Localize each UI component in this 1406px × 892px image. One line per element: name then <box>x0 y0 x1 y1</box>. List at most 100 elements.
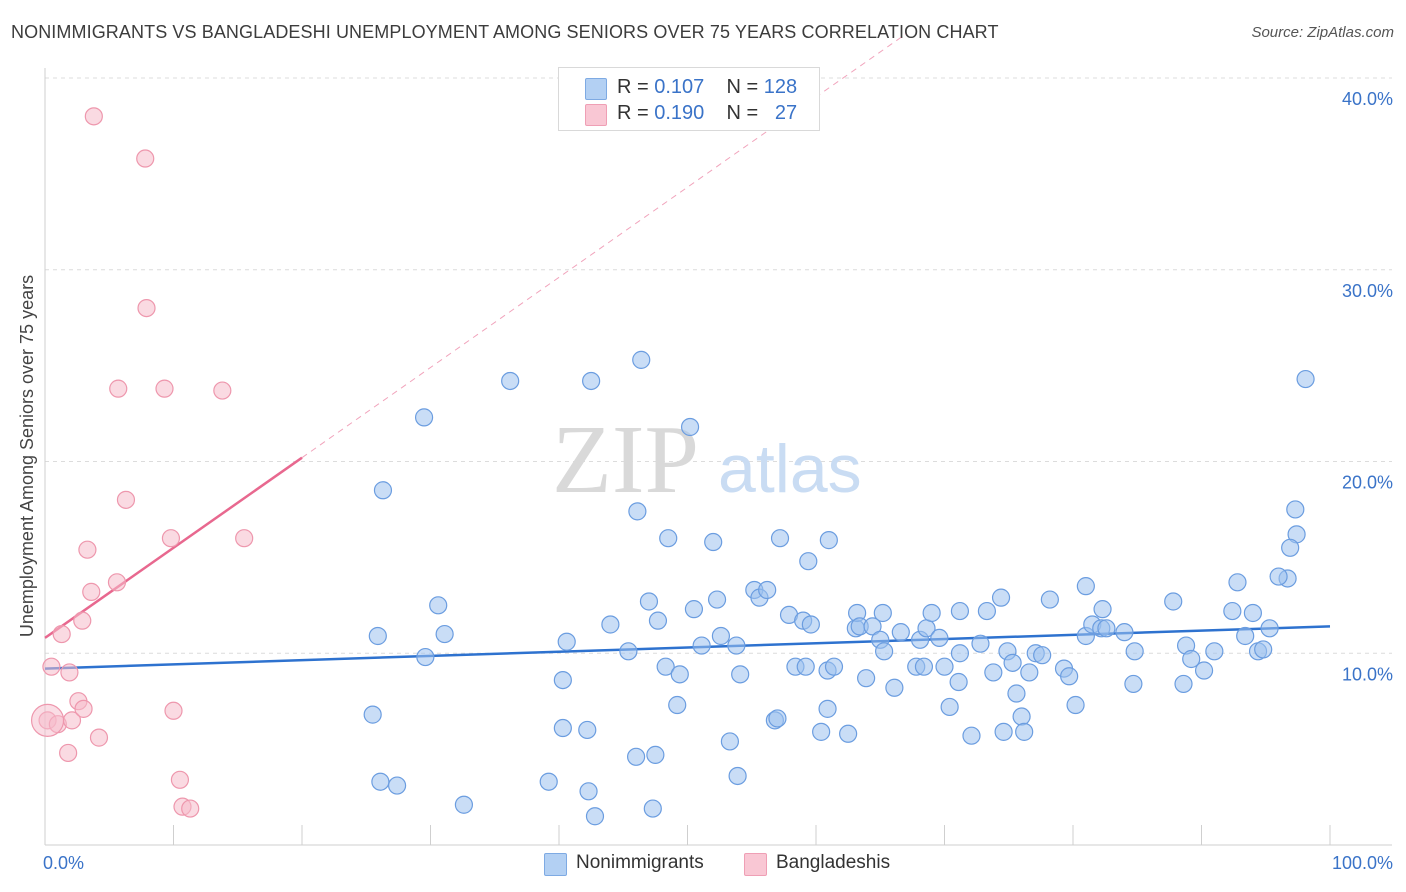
point-nonimmigrants <box>1281 538 1300 557</box>
point-nonimmigrants <box>1236 626 1255 646</box>
point-bangladeshis <box>137 299 156 318</box>
point-nonimmigrants <box>824 657 844 676</box>
point-nonimmigrants <box>553 670 572 690</box>
point-bangladeshis <box>60 663 79 682</box>
point-nonimmigrants <box>692 636 711 655</box>
point-nonimmigrants <box>950 644 970 663</box>
point-nonimmigrants <box>727 636 746 655</box>
legend-n-label: N = <box>726 102 759 124</box>
point-nonimmigrants <box>1164 592 1183 611</box>
point-nonimmigrants <box>668 695 687 715</box>
point-nonimmigrants <box>768 709 787 728</box>
point-bangladeshis <box>155 379 174 398</box>
point-bangladeshis <box>59 743 78 763</box>
point-nonimmigrants <box>977 601 997 621</box>
point-nonimmigrants <box>728 766 747 786</box>
point-nonimmigrants <box>1007 684 1026 703</box>
point-nonimmigrants <box>1174 674 1193 694</box>
point-nonimmigrants <box>1015 722 1034 741</box>
point-nonimmigrants <box>949 672 968 692</box>
point-bangladeshis <box>235 529 254 548</box>
legend-swatch-bangladeshis <box>585 104 607 126</box>
point-bangladeshis <box>74 699 93 718</box>
legend-n-value: 128 <box>763 76 798 98</box>
legend-n-label: N = <box>726 76 759 98</box>
point-bangladeshis <box>107 573 127 592</box>
point-bangladeshis <box>116 490 136 509</box>
point-nonimmigrants <box>659 529 678 548</box>
point-nonimmigrants <box>799 552 818 571</box>
point-nonimmigrants <box>1124 674 1143 694</box>
point-nonimmigrants <box>557 632 576 651</box>
y-tick-label: 10.0% <box>1342 664 1393 684</box>
point-nonimmigrants <box>1060 667 1079 686</box>
legend-r-label: R = <box>617 102 649 124</box>
point-nonimmigrants <box>416 647 435 667</box>
point-nonimmigrants <box>1194 661 1214 680</box>
point-bangladeshis <box>73 611 92 630</box>
point-nonimmigrants <box>648 611 668 630</box>
point-nonimmigrants <box>962 726 981 745</box>
bottom-legend-label-bangladeshis: Bangladeshis <box>776 852 891 873</box>
point-nonimmigrants <box>818 699 837 718</box>
point-nonimmigrants <box>930 628 949 648</box>
bottom-legend-label-nonimmigrants: Nonimmigrants <box>576 852 704 873</box>
legend-n-value: 27 <box>774 102 798 124</box>
legend-r-value: 0.107 <box>654 76 705 98</box>
point-nonimmigrants <box>578 720 597 740</box>
point-nonimmigrants <box>1125 642 1144 661</box>
y-tick-label: 20.0% <box>1342 473 1393 493</box>
point-nonimmigrants <box>758 580 777 600</box>
point-bangladeshis <box>170 770 190 789</box>
point-nonimmigrants <box>1296 369 1315 389</box>
point-nonimmigrants <box>1066 695 1085 715</box>
point-nonimmigrants <box>770 529 790 548</box>
point-nonimmigrants <box>935 657 954 676</box>
point-nonimmigrants <box>1269 567 1288 586</box>
point-bangladeshis <box>89 728 109 747</box>
point-nonimmigrants <box>429 596 448 615</box>
point-nonimmigrants <box>1260 619 1279 638</box>
point-nonimmigrants <box>1115 623 1134 642</box>
point-nonimmigrants <box>632 350 651 369</box>
point-nonimmigrants <box>994 722 1013 741</box>
point-nonimmigrants <box>720 732 740 751</box>
watermark-zip: ZIP <box>552 406 699 514</box>
point-nonimmigrants <box>539 772 558 791</box>
point-nonimmigrants <box>1003 653 1022 672</box>
point-nonimmigrants <box>656 657 675 676</box>
point-nonimmigrants <box>1020 663 1039 682</box>
tick-labels: 10.0% 20.0% 30.0% 40.0% 0.0% 100.0% Unemployme… <box>17 89 1393 873</box>
point-bangladeshis <box>109 379 128 398</box>
point-nonimmigrants <box>628 502 647 521</box>
point-nonimmigrants <box>801 615 820 634</box>
point-nonimmigrants <box>373 481 393 500</box>
x-tick-label-min: 0.0% <box>43 853 84 873</box>
point-nonimmigrants <box>914 657 934 676</box>
point-nonimmigrants <box>1243 603 1263 623</box>
point-nonimmigrants <box>680 417 700 437</box>
legend-r-label: R = <box>617 76 649 98</box>
point-nonimmigrants <box>796 657 815 676</box>
point-bangladeshis <box>136 149 155 168</box>
point-nonimmigrants <box>670 665 689 684</box>
point-nonimmigrants <box>819 531 838 550</box>
point-nonimmigrants <box>991 588 1011 607</box>
y-axis-title: Unemployment Among Seniors over 75 years <box>17 275 37 637</box>
point-nonimmigrants <box>875 642 894 661</box>
point-nonimmigrants <box>501 371 520 391</box>
point-nonimmigrants <box>1254 640 1273 659</box>
watermark: ZIP atlas <box>552 406 862 514</box>
point-bangladeshis <box>84 107 103 126</box>
source-label: Source: ZipAtlas.com <box>1251 24 1394 41</box>
bottom-legend-swatch-bangladeshis <box>744 853 767 876</box>
point-nonimmigrants <box>684 600 704 619</box>
point-nonimmigrants <box>368 626 387 646</box>
point-nonimmigrants <box>639 592 659 611</box>
point-nonimmigrants <box>857 669 876 688</box>
y-tick-label: 40.0% <box>1342 89 1393 109</box>
point-nonimmigrants <box>619 642 638 661</box>
trend-line-bangladeshis-extended <box>301 33 907 459</box>
point-nonimmigrants <box>922 603 941 623</box>
